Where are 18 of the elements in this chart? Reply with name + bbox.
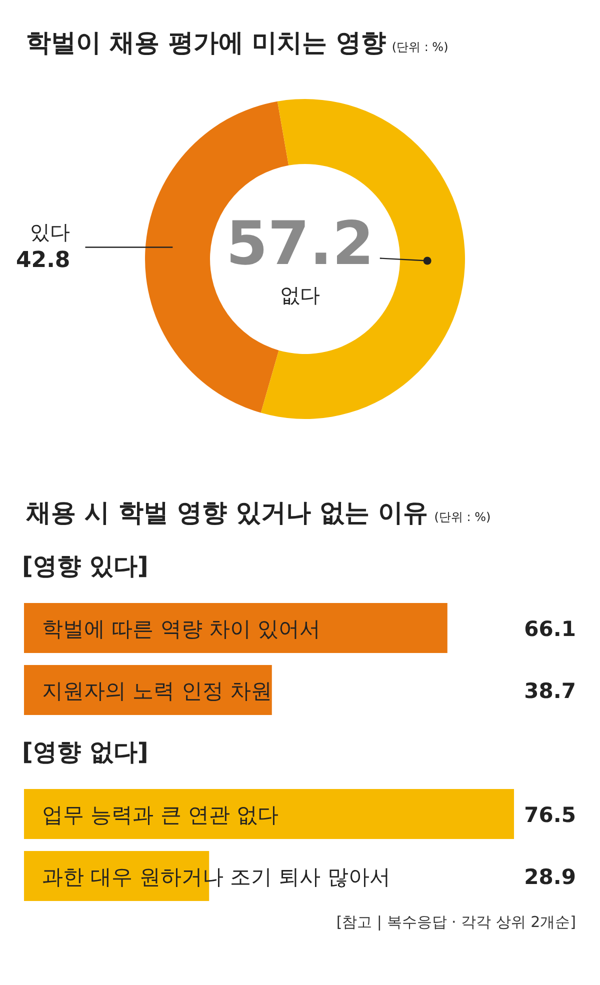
y-tick-label: 업무 능력과 큰 연관 없다 [42, 803, 279, 827]
data-label: 42.8 [16, 248, 70, 274]
y-tick-label: 학벌에 따른 역량 차이 있어서 [42, 617, 321, 641]
annotation: [영향 없다] [22, 737, 148, 768]
data-label: 38.7 [524, 679, 576, 703]
slice-label: 있다 [30, 220, 70, 244]
chart-title: 학벌이 채용 평가에 미치는 영향 [26, 28, 386, 57]
data-label: 57.2 [226, 209, 374, 279]
chart-title: 채용 시 학벌 영향 있거나 없는 이유 [26, 498, 428, 527]
data-label: 66.1 [524, 617, 576, 641]
data-label: 76.5 [524, 803, 576, 827]
annotation: [영향 있다] [22, 551, 148, 582]
chart-subtitle: (단위 : %) [434, 510, 491, 524]
y-tick-label: 지원자의 노력 인정 차원 [42, 679, 272, 703]
annotation: [참고 | 복수응답 · 각각 상위 2개순] [335, 913, 577, 932]
chart-subtitle: (단위 : %) [392, 40, 448, 54]
data-label: 28.9 [524, 865, 576, 889]
slice-label: 없다 [280, 283, 320, 307]
